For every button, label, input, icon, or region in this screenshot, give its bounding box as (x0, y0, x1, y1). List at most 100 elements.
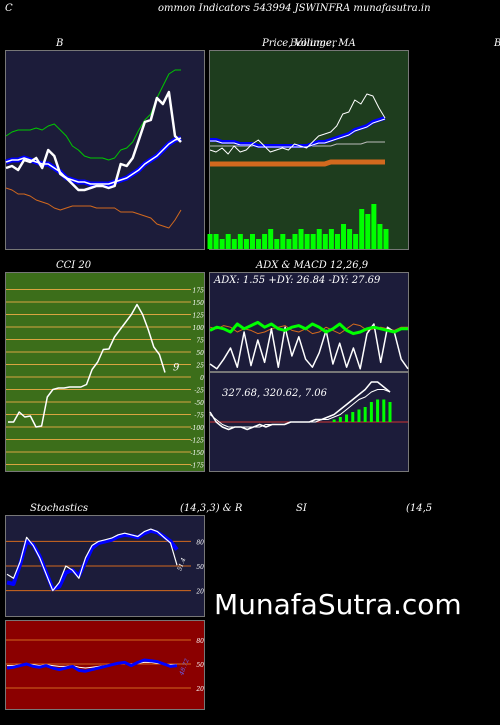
volume-bar (292, 234, 298, 249)
cci-tick-label: -25 (194, 388, 204, 395)
adx-macd-title: ADX & MACD 12,26,9 (256, 260, 369, 271)
stochastics-k-line (6, 528, 178, 592)
stochastics-chart: 80 50 20 51.4 (6, 528, 204, 596)
cci-tick-label: -50 (194, 400, 204, 407)
price-volume-chart (207, 93, 389, 249)
ma-orange-line (210, 159, 385, 167)
macd-histogram-bar (351, 412, 355, 422)
adx-panel (209, 272, 409, 372)
volume-bar (347, 229, 353, 249)
cci-tick-label: 0 (200, 375, 204, 382)
rsi-tick-label: 80 (196, 638, 204, 645)
macd-histogram-bar (369, 402, 373, 422)
bollinger-price-line (5, 90, 182, 192)
stochastics-tick-label: 80 (196, 539, 204, 546)
volume-bar (268, 229, 274, 249)
cci-tick-label: 150 (193, 300, 205, 307)
cci-line (8, 303, 166, 428)
rsi-title: SI (296, 503, 307, 514)
adx-values-text: ADX: 1.55 +DY: 26.84 -DY: 27.69 (214, 275, 381, 286)
volume-bar (256, 239, 262, 249)
cci-tick-label: -125 (191, 438, 205, 445)
volume-bar (213, 234, 219, 249)
rsi-white-line (7, 661, 177, 669)
macd-histogram-bar (338, 417, 342, 422)
volume-bar (286, 239, 292, 249)
stochastics-params: (14,3,3) & R (180, 503, 243, 514)
volume-bar (341, 224, 347, 249)
volume-bar (353, 234, 359, 249)
cci-value-label: 9 (173, 363, 180, 374)
volume-bar (304, 234, 310, 249)
rsi-params: (14,5 (406, 503, 433, 514)
volume-bar (365, 214, 371, 249)
rsi-value-label: 48.72 (178, 658, 191, 678)
header-letter: C (5, 3, 13, 14)
bollinger-chart (5, 69, 182, 229)
cci-tick-label: 125 (193, 313, 205, 320)
volume-bar (359, 209, 365, 249)
volume-bar (371, 204, 377, 249)
cci-tick-label: 175 (193, 288, 205, 295)
cci-tick-label: -175 (191, 463, 205, 470)
page-title: ommon Indicators 543994 JSWINFRA munafas… (158, 3, 431, 14)
stochastics-tick-label: 50 (196, 564, 204, 571)
bollinger-middle-line-white (5, 137, 182, 185)
price-line (209, 93, 386, 155)
macd-chart (209, 381, 408, 431)
volume-bar (334, 234, 340, 249)
rsi-tick-label: 50 (196, 662, 204, 669)
macd-histogram-bar (363, 407, 367, 422)
stochastics-value-label: 51.4 (176, 557, 187, 572)
cci-tick-label: 75 (196, 338, 204, 345)
macd-histogram-bar (388, 402, 392, 422)
volume-bar (237, 234, 243, 249)
stochastics-d-line (6, 528, 179, 591)
volume-bar (243, 239, 249, 249)
price-volume-ma-title: Price, Volume, MA (262, 38, 356, 49)
rsi-blue-line (6, 658, 178, 673)
macd-histogram-bar (345, 414, 349, 422)
cci-tick-label: -100 (191, 425, 205, 432)
macd-histogram-bar (382, 399, 386, 422)
bollinger-lower-line (5, 187, 182, 229)
price-overlap-title: Bollinger (290, 38, 337, 49)
right-edge-letter: B (494, 38, 500, 49)
adx-plus-dy-line (209, 320, 408, 336)
volume-bar (328, 229, 334, 249)
adx-chart (209, 320, 409, 370)
volume-bar (225, 234, 231, 249)
cci-chart: 175 150 125 100 75 50 25 0 -25 -50 -75 -100 -125 -150… (6, 288, 205, 470)
macd-histogram-bar (376, 399, 380, 422)
stochastics-title: Stochastics (30, 503, 88, 514)
macd-histogram-bar (332, 419, 336, 422)
rsi-chart: 80 50 20 48.72 (6, 638, 204, 693)
bollinger-panel (5, 50, 205, 250)
cci-tick-label: -150 (191, 450, 205, 457)
rsi-tick-label: 20 (195, 686, 204, 693)
macd-line (209, 381, 391, 431)
volume-bar (310, 234, 316, 249)
volume-bar (383, 229, 389, 249)
adx-line (209, 323, 409, 370)
volume-bar (219, 239, 225, 249)
watermark: MunafaSutra.com (214, 588, 462, 621)
cci-title: CCI 20 (56, 260, 92, 271)
volume-bar (274, 239, 280, 249)
cci-tick-label: -75 (194, 413, 204, 420)
ma-blue-highlight-line (210, 118, 386, 148)
ma-blue-line (210, 116, 386, 148)
stochastics-tick-label: 20 (195, 589, 204, 596)
bollinger-title: B (56, 38, 64, 49)
volume-bar (249, 234, 255, 249)
volume-bar (280, 234, 286, 249)
bollinger-upper-line (5, 69, 181, 161)
volume-bar (377, 224, 383, 249)
volume-bar (298, 229, 304, 249)
macd-values-text: 327.68, 320.62, 7.06 (222, 388, 327, 399)
volume-bar (316, 229, 322, 249)
volume-bar (231, 239, 237, 249)
volume-bar (207, 234, 213, 249)
cci-tick-label: 50 (196, 350, 204, 357)
cci-panel (5, 272, 205, 472)
